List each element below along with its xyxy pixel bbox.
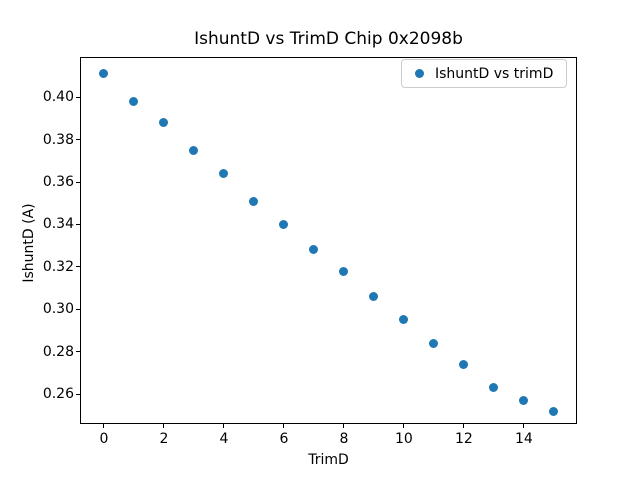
scatter-point <box>369 292 379 302</box>
x-tick-mark <box>223 424 225 428</box>
scatter-point <box>99 69 109 79</box>
legend-marker-dot <box>415 69 424 78</box>
y-tick-label: 0.40 <box>42 89 74 106</box>
scatter-point <box>429 338 439 348</box>
x-tick-label: 8 <box>339 431 349 447</box>
x-tick-label: 4 <box>219 431 229 447</box>
y-tick-mark <box>76 223 80 225</box>
x-tick-label: 10 <box>395 431 413 447</box>
scatter-point <box>129 97 139 107</box>
scatter-point <box>459 359 469 369</box>
x-tick-mark <box>463 424 465 428</box>
legend-label: IshuntD vs trimD <box>435 65 554 82</box>
x-tick-mark <box>283 424 285 428</box>
scatter-point <box>399 315 409 325</box>
y-tick-mark <box>76 139 80 141</box>
scatter-point <box>189 145 199 155</box>
scatter-point <box>549 406 559 416</box>
y-tick-mark <box>76 308 80 310</box>
x-tick-label: 0 <box>99 431 109 447</box>
y-tick-label: 0.26 <box>42 386 74 403</box>
x-tick-mark <box>523 424 525 428</box>
y-tick-mark <box>76 266 80 268</box>
legend: IshuntD vs trimD <box>401 59 567 88</box>
x-tick-mark <box>343 424 345 428</box>
x-tick-label: 6 <box>279 431 289 447</box>
y-tick-label: 0.28 <box>42 343 74 360</box>
x-tick-label: 14 <box>514 431 533 447</box>
scatter-point <box>309 245 319 255</box>
x-tick-label: 12 <box>455 431 473 447</box>
plot-area <box>80 57 577 424</box>
x-tick-mark <box>163 424 165 428</box>
scatter-point <box>159 118 169 128</box>
y-tick-mark <box>76 96 80 98</box>
y-tick-mark <box>76 181 80 183</box>
x-tick-label: 2 <box>159 431 169 447</box>
y-tick-mark <box>76 393 80 395</box>
x-axis-label: TrimD <box>308 452 349 468</box>
y-tick-label: 0.30 <box>42 301 74 318</box>
y-tick-label: 0.36 <box>42 174 74 191</box>
scatter-point <box>489 383 499 393</box>
scatter-point <box>279 219 289 229</box>
scatter-point <box>219 169 229 179</box>
chart-title: IshuntD vs TrimD Chip 0x2098b <box>194 29 463 49</box>
y-tick-mark <box>76 351 80 353</box>
y-tick-label: 0.38 <box>42 131 74 148</box>
x-tick-mark <box>403 424 405 428</box>
y-tick-label: 0.32 <box>42 258 74 275</box>
scatter-point <box>339 266 349 276</box>
y-tick-label: 0.34 <box>42 216 74 233</box>
scatter-point <box>519 395 529 405</box>
x-tick-mark <box>103 424 105 428</box>
scatter-point <box>249 196 259 206</box>
